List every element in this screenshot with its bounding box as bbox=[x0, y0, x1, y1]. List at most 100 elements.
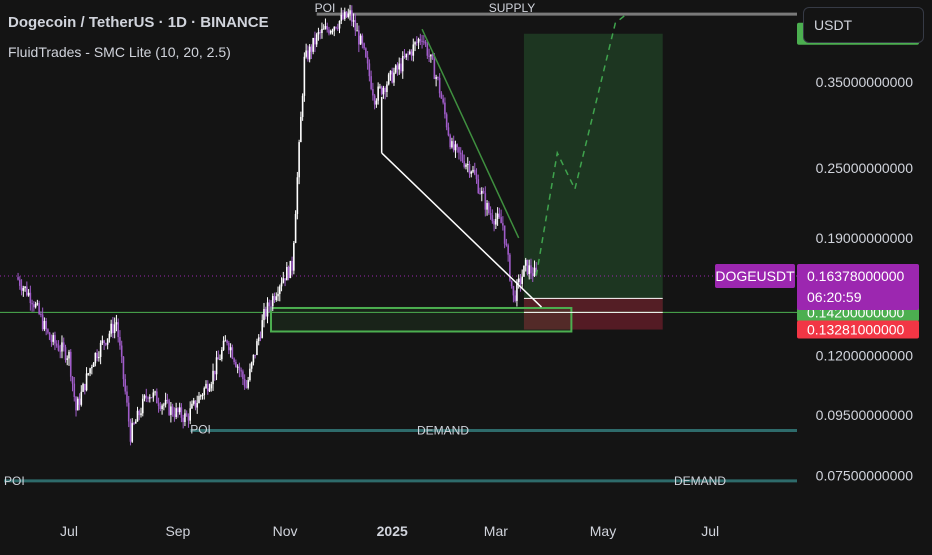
candle-body bbox=[533, 267, 536, 277]
candle-body bbox=[514, 295, 516, 301]
candle-body bbox=[64, 347, 67, 360]
candle-body bbox=[238, 366, 241, 371]
candle-body bbox=[498, 213, 501, 218]
candle-body bbox=[245, 386, 248, 388]
candle-body bbox=[201, 395, 204, 397]
candle-body bbox=[76, 398, 79, 411]
candle-body bbox=[298, 142, 300, 178]
candle-body bbox=[379, 86, 381, 88]
candle-body bbox=[38, 303, 40, 314]
candle-body bbox=[280, 282, 283, 287]
candle-body bbox=[329, 30, 332, 34]
x-tick-label: 2025 bbox=[377, 523, 408, 539]
candle-body bbox=[99, 342, 102, 357]
poi-marker: POI bbox=[4, 474, 25, 488]
candle-body bbox=[400, 63, 402, 72]
candle-body bbox=[396, 65, 399, 70]
poi-marker: POI bbox=[190, 422, 211, 436]
currency-button[interactable]: USDT bbox=[803, 7, 924, 43]
candle-body bbox=[317, 32, 320, 35]
candle-body bbox=[531, 273, 534, 277]
candle-body bbox=[470, 171, 473, 174]
candle-body bbox=[231, 347, 234, 359]
candle-body bbox=[213, 370, 216, 375]
candle-body bbox=[229, 347, 232, 351]
candle-body bbox=[242, 371, 244, 379]
candle-body bbox=[410, 51, 413, 56]
candle-body bbox=[472, 169, 474, 172]
candle-body bbox=[89, 368, 91, 374]
y-tick-label: 0.12000000000 bbox=[816, 347, 914, 363]
candle-body bbox=[375, 100, 378, 105]
candle-body bbox=[428, 55, 430, 57]
candle-body bbox=[113, 324, 116, 334]
candle-body bbox=[54, 335, 56, 344]
candle-body bbox=[87, 373, 90, 375]
countdown-label: 06:20:59 bbox=[807, 289, 862, 305]
candle-body bbox=[500, 217, 502, 224]
candle-body bbox=[41, 314, 44, 330]
candle-body bbox=[43, 320, 46, 330]
candle-body bbox=[91, 367, 93, 369]
candle-body bbox=[256, 341, 258, 355]
candle-body bbox=[129, 421, 132, 442]
candle-body bbox=[361, 35, 364, 44]
candle-body bbox=[347, 13, 350, 18]
stop-price-tag: 0.13281000000 bbox=[807, 322, 905, 338]
candle-body bbox=[224, 340, 227, 342]
candle-body bbox=[194, 400, 197, 408]
candle-body bbox=[493, 221, 495, 225]
candle-body bbox=[477, 179, 480, 193]
candle-body bbox=[312, 37, 314, 52]
supply-label: SUPPLY bbox=[489, 1, 535, 15]
candle-body bbox=[424, 41, 427, 44]
candle-body bbox=[486, 203, 488, 210]
candle-body bbox=[150, 397, 153, 399]
candle-body bbox=[473, 169, 476, 175]
candle-body bbox=[386, 84, 388, 93]
candle-body bbox=[391, 70, 394, 83]
indicator-label[interactable]: FluidTrades - SMC Lite (10, 20, 2.5) bbox=[8, 44, 231, 60]
candle-body bbox=[92, 363, 95, 368]
candle-body bbox=[512, 286, 515, 296]
candle-body bbox=[461, 154, 464, 162]
candle-body bbox=[264, 309, 267, 317]
candle-body bbox=[310, 46, 313, 52]
candle-body bbox=[208, 388, 211, 392]
candle-body bbox=[287, 266, 290, 279]
candle-body bbox=[40, 313, 42, 315]
candle-body bbox=[382, 87, 385, 95]
candle-body bbox=[426, 43, 429, 56]
candle-body bbox=[124, 379, 127, 392]
candle-body bbox=[252, 354, 255, 363]
chart-title: Dogecoin / TetherUS · 1D · BINANCE bbox=[8, 14, 269, 31]
candle-body bbox=[340, 14, 343, 21]
candle-body bbox=[268, 302, 271, 307]
candle-body bbox=[189, 408, 192, 421]
current-price-tag-bg bbox=[797, 263, 919, 310]
candle-body bbox=[171, 406, 174, 415]
candle-body bbox=[270, 306, 272, 308]
candle-body bbox=[489, 213, 492, 216]
candle-body bbox=[185, 413, 188, 417]
candle-body bbox=[359, 35, 362, 45]
candle-body bbox=[138, 410, 141, 416]
candle-body bbox=[451, 141, 453, 148]
candle-body bbox=[101, 340, 104, 343]
candle-body bbox=[465, 164, 467, 167]
candle-body bbox=[164, 399, 167, 405]
candle-body bbox=[509, 254, 511, 281]
demand-label: DEMAND bbox=[417, 423, 469, 437]
candle-body bbox=[475, 174, 478, 180]
target-zone bbox=[523, 33, 663, 313]
candle-body bbox=[528, 265, 531, 275]
x-tick-label: Jul bbox=[60, 523, 78, 539]
candle-body bbox=[191, 403, 193, 409]
candle-body bbox=[293, 242, 295, 271]
candle-body bbox=[140, 413, 142, 416]
candle-body bbox=[491, 215, 494, 222]
candle-body bbox=[17, 277, 19, 280]
symbol-tag-bg bbox=[715, 263, 795, 288]
